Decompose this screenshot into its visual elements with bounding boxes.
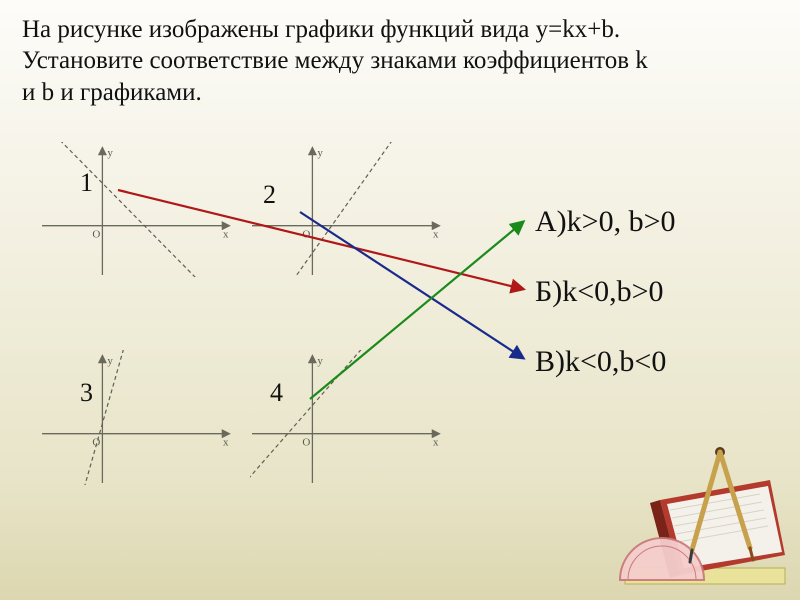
svg-text:y: y xyxy=(107,147,113,159)
mini-chart-1: x y O xyxy=(40,142,235,277)
svg-text:O: O xyxy=(92,229,100,241)
svg-text:x: x xyxy=(433,229,439,241)
svg-text:x: x xyxy=(433,437,439,449)
svg-text:x: x xyxy=(223,229,229,241)
slide-root: На рисунке изображены графики функций ви… xyxy=(0,0,800,600)
mini-chart-3: x y O xyxy=(40,350,235,485)
answer-option-b: Б)k<0,b>0 xyxy=(535,275,664,309)
svg-text:y: y xyxy=(107,355,113,367)
problem-text: На рисунке изображены графики функций ви… xyxy=(22,14,662,108)
svg-text:O: O xyxy=(302,437,310,449)
svg-text:y: y xyxy=(317,147,323,159)
answer-option-a: А)k>0, b>0 xyxy=(535,205,676,239)
mini-chart-2: x y O xyxy=(250,142,445,277)
svg-text:O: O xyxy=(92,437,100,449)
svg-text:O: O xyxy=(302,229,310,241)
decor-stationery xyxy=(600,440,790,590)
svg-text:y: y xyxy=(317,355,323,367)
svg-text:x: x xyxy=(223,437,229,449)
mini-chart-4: x y O xyxy=(250,350,445,485)
answer-option-c: В)k<0,b<0 xyxy=(535,345,666,379)
